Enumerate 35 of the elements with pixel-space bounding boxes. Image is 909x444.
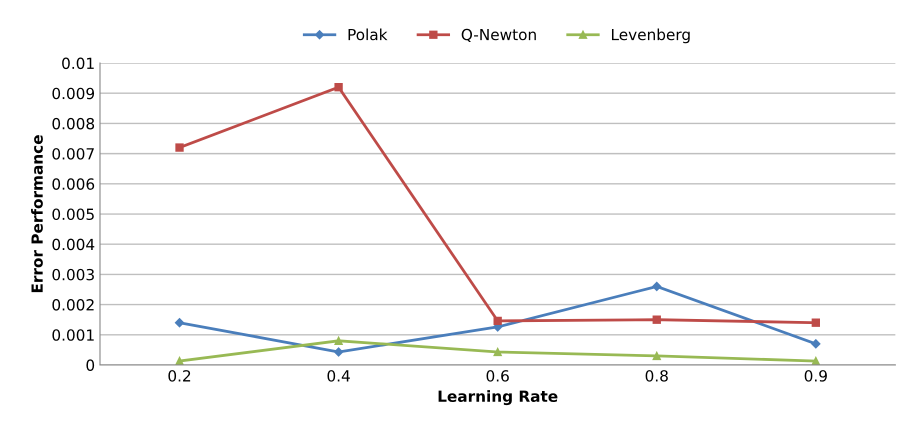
point <box>174 318 184 328</box>
y-tick-label: 0.008 <box>52 118 94 130</box>
y-tick-label: 0.01 <box>62 58 94 70</box>
y-tick-label: 0.002 <box>52 299 94 311</box>
point <box>334 336 343 345</box>
y-tick-label: 0.006 <box>52 178 94 190</box>
point <box>812 356 820 365</box>
x-tick-label: 0.6 <box>486 370 509 382</box>
y-tick-label: 0.009 <box>52 88 94 100</box>
y-tick-label: 0.007 <box>52 148 94 160</box>
y-tick-label: 0 <box>86 359 94 371</box>
x-axis-title: Learning Rate <box>438 390 558 406</box>
point <box>811 339 820 348</box>
point <box>652 352 661 360</box>
point <box>812 318 820 327</box>
y-tick-label: 0.001 <box>52 329 94 341</box>
point <box>652 282 662 292</box>
y-tick-label: 0.005 <box>52 208 94 220</box>
point <box>494 316 502 326</box>
point <box>494 348 502 356</box>
point <box>334 83 343 92</box>
x-tick-label: 0.9 <box>804 370 827 382</box>
point <box>175 143 184 152</box>
x-tick-label: 0.4 <box>327 370 350 382</box>
y-tick-label: 0.004 <box>52 238 94 250</box>
y-tick-label: 0.003 <box>52 268 94 280</box>
legend-label: Polak <box>348 28 388 40</box>
point <box>652 316 661 324</box>
point <box>334 347 344 357</box>
y-axis-title: Error Performance <box>31 135 43 292</box>
legend-label: Levenberg <box>612 28 690 44</box>
x-tick-label: 0.2 <box>168 370 190 382</box>
x-tick-label: 0.8 <box>646 370 668 382</box>
point <box>175 356 184 365</box>
legend-label: Q-Newton <box>462 28 536 42</box>
